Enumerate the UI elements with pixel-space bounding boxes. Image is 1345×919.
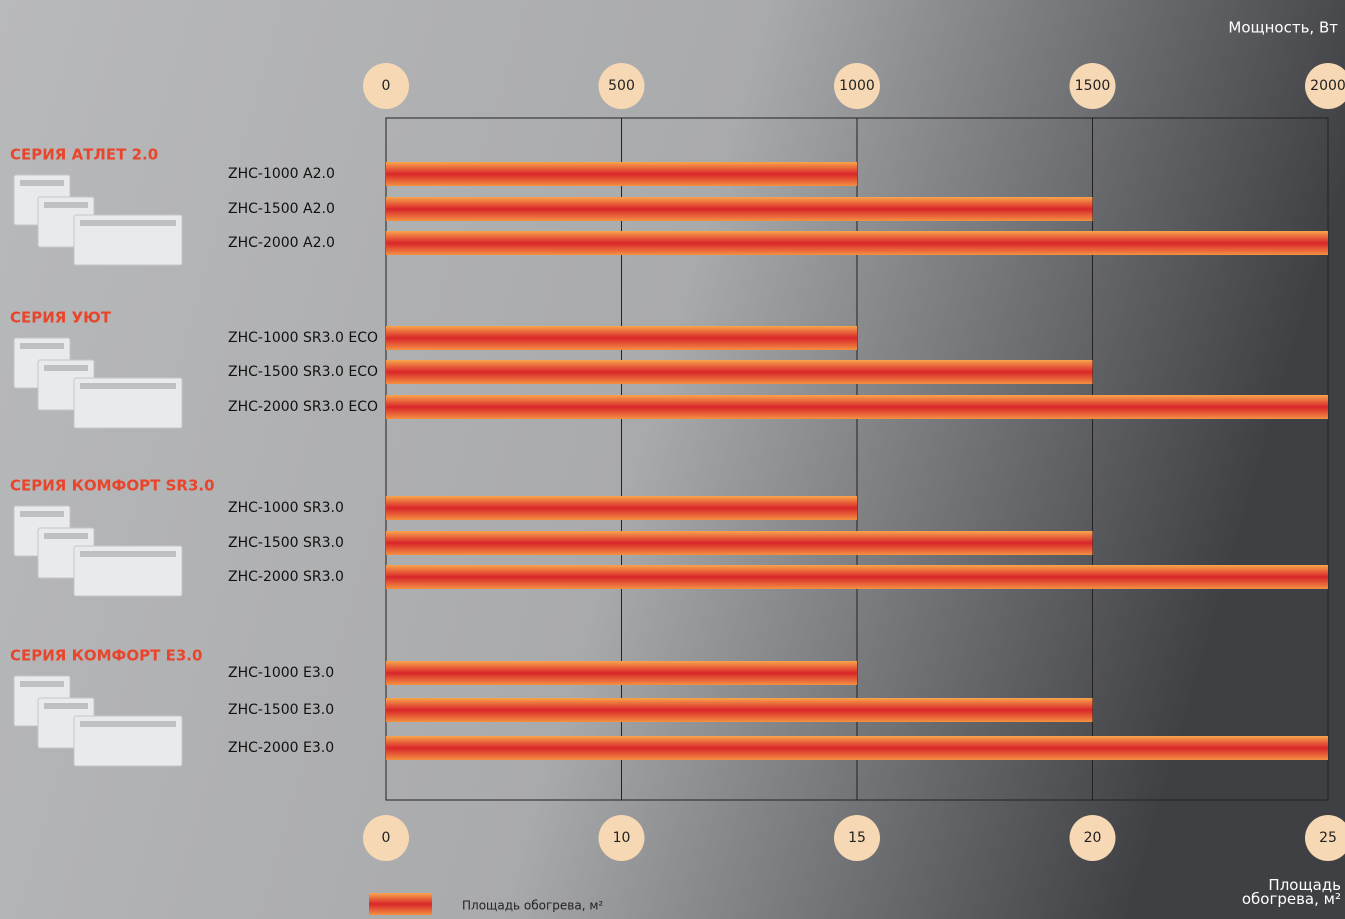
- category-label: ZHC-2000 SR3.0 ECO: [228, 399, 378, 415]
- bar: [386, 496, 857, 520]
- bar: [386, 661, 857, 685]
- bar: [386, 736, 1328, 760]
- category-label: ZHC-1500 A2.0: [228, 201, 335, 217]
- x-tick-label: 2000: [1310, 78, 1345, 94]
- heater-grille: [44, 533, 88, 539]
- tick-badge: [363, 63, 409, 109]
- bar: [386, 197, 1093, 221]
- x-tick-label: 1000: [839, 78, 875, 94]
- tick-badge: [1069, 815, 1116, 861]
- bar: [386, 565, 1328, 589]
- heater-icon: [73, 545, 183, 597]
- category-label: ZHC-2000 A2.0: [228, 235, 335, 251]
- tick-badge: [834, 815, 880, 861]
- category-label: ZHC-1000 A2.0: [228, 166, 335, 182]
- heater-grille: [80, 220, 176, 226]
- heater-grille: [80, 721, 176, 727]
- x-tick-label: 500: [608, 78, 635, 94]
- bar: [386, 162, 857, 186]
- series-label: СЕРИЯ КОМФОРТ SR3.0: [10, 477, 215, 495]
- bar: [386, 698, 1093, 722]
- heater-icon: [73, 377, 183, 429]
- tick-badge: [1305, 815, 1345, 861]
- x-axis-title: Мощность, Вт: [1228, 19, 1338, 37]
- category-label: ZHC-2000 E3.0: [228, 740, 334, 756]
- tick-badge: [1069, 63, 1116, 109]
- category-label: ZHC-2000 SR3.0: [228, 569, 344, 585]
- legend-label: Площадь обогрева, м²: [462, 899, 603, 913]
- x2-tick-label: 25: [1319, 830, 1337, 846]
- x2-tick-label: 20: [1084, 830, 1102, 846]
- bar: [386, 395, 1328, 419]
- x2-axis-title: Площадь обогрева, м²: [1241, 876, 1341, 908]
- heater-grille: [44, 703, 88, 709]
- heater-grille: [20, 681, 64, 687]
- heater-grille: [20, 343, 64, 349]
- bar: [386, 531, 1093, 555]
- x2-tick-label: 15: [848, 830, 866, 846]
- heater-grille: [44, 202, 88, 208]
- heater-grille: [20, 511, 64, 517]
- heater-grille: [80, 383, 176, 389]
- legend-swatch: [369, 893, 432, 915]
- x-tick-label: 1500: [1075, 78, 1111, 94]
- heater-grille: [44, 365, 88, 371]
- tick-badge: [834, 63, 880, 109]
- x2-tick-label: 10: [613, 830, 631, 846]
- tick-badge: [598, 63, 645, 109]
- series-label: СЕРИЯ УЮТ: [10, 309, 112, 327]
- tick-badge: [363, 815, 409, 861]
- x2-tick-label: 0: [382, 830, 391, 846]
- tick-badge: [1305, 63, 1345, 109]
- category-label: ZHC-1000 SR3.0: [228, 500, 344, 516]
- series-label: СЕРИЯ КОМФОРТ E3.0: [10, 647, 202, 665]
- heater-grille: [20, 180, 64, 186]
- heater-grille: [80, 551, 176, 557]
- category-label: ZHC-1000 E3.0: [228, 665, 334, 681]
- category-label: ZHC-1500 SR3.0 ECO: [228, 364, 378, 380]
- series-label: СЕРИЯ АТЛЕТ 2.0: [10, 146, 158, 164]
- bar: [386, 360, 1093, 384]
- heater-icon: [73, 715, 183, 767]
- bar: [386, 231, 1328, 255]
- category-label: ZHC-1500 E3.0: [228, 702, 334, 718]
- category-label: ZHC-1000 SR3.0 ECO: [228, 330, 378, 346]
- tick-badge: [598, 815, 645, 861]
- heater-icon: [73, 214, 183, 266]
- x-tick-label: 0: [382, 78, 391, 94]
- category-label: ZHC-1500 SR3.0: [228, 535, 344, 551]
- bar: [386, 326, 857, 350]
